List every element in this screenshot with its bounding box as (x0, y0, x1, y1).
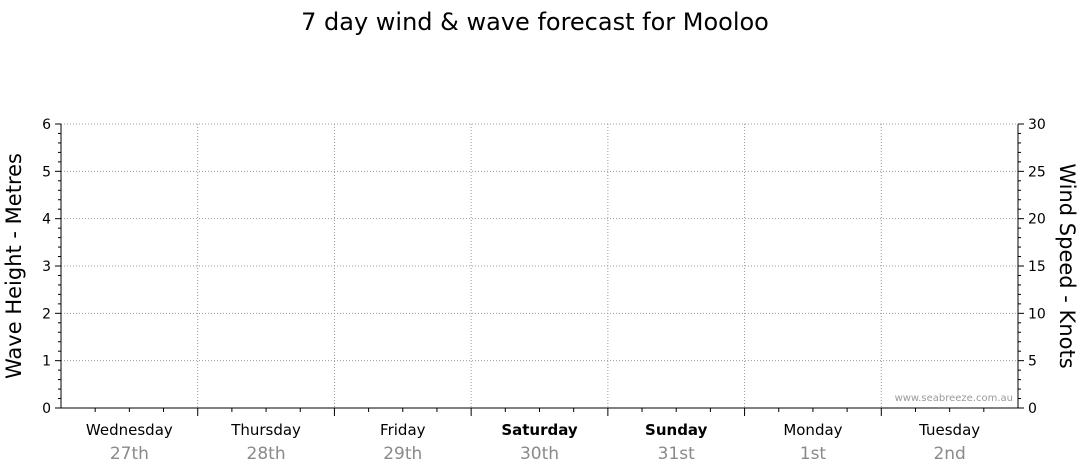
grid-lines (61, 123, 1018, 408)
day-name-label: Thursday (230, 421, 301, 439)
day-date-label: 31st (658, 444, 695, 464)
left-y-axis: 0 1 2 3 4 5 6 (42, 117, 61, 417)
left-tick-label: 6 (42, 117, 51, 133)
day-date-label: 27th (110, 444, 149, 464)
right-axis-title: Wind Speed - Knots (1055, 163, 1079, 368)
left-tick-label: 3 (42, 259, 51, 275)
left-tick-label: 5 (42, 164, 51, 180)
day-date-label: 30th (520, 444, 559, 464)
day-date-label: 29th (383, 444, 422, 464)
watermark-text: www.seabreeze.com.au (895, 393, 1013, 404)
left-tick-label: 2 (42, 306, 51, 322)
left-axis-title: Wave Height - Metres (2, 153, 26, 379)
left-tick-label: 4 (42, 212, 51, 228)
right-tick-label: 5 (1028, 354, 1037, 370)
day-name-label: Sunday (645, 421, 708, 439)
day-name-label: Monday (783, 421, 842, 439)
x-axis-day-labels: Wednesday 27th Thursday 28th Friday 29th Satur… (86, 408, 985, 464)
day-name-label: Wednesday (86, 421, 173, 439)
day-name-label: Saturday (501, 421, 578, 439)
right-tick-label: 15 (1028, 259, 1046, 275)
chart-title: 7 day wind & wave forecast for Mooloo (301, 8, 769, 36)
day-name-label: Friday (380, 421, 426, 439)
day-date-label: 28th (247, 444, 286, 464)
day-date-label: 2nd (933, 444, 965, 464)
left-tick-label: 0 (42, 401, 51, 417)
right-tick-label: 25 (1028, 164, 1046, 180)
right-tick-label: 30 (1028, 117, 1046, 133)
right-tick-label: 0 (1028, 401, 1037, 417)
left-tick-label: 1 (42, 354, 51, 370)
right-y-axis: 0 5 10 15 20 25 30 (1018, 117, 1046, 417)
right-tick-label: 20 (1028, 212, 1046, 228)
right-tick-label: 10 (1028, 306, 1046, 322)
day-name-label: Tuesday (918, 421, 980, 439)
day-date-label: 1st (800, 444, 827, 464)
